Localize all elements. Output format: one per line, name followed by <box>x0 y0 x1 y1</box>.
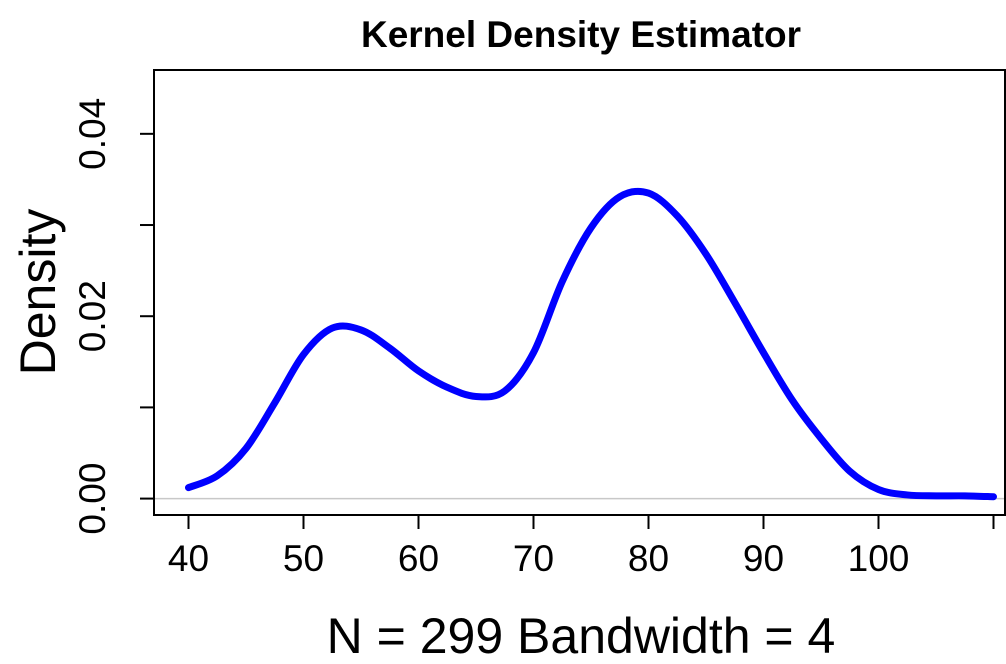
plot-frame <box>153 69 1006 516</box>
y-tick-label: 0.00 <box>72 463 113 535</box>
x-tick-label: 70 <box>513 538 554 579</box>
y-axis: 0.00 0.02 0.04 <box>72 98 154 535</box>
x-tick-label: 60 <box>398 538 439 579</box>
y-axis-label: Density <box>10 209 66 376</box>
x-tick-label: 100 <box>848 538 910 579</box>
x-tick-label: 50 <box>283 538 324 579</box>
x-axis-label: N = 299 Bandwidth = 4 <box>327 608 836 664</box>
y-tick-label: 0.02 <box>72 280 113 352</box>
x-tick-label: 90 <box>743 538 784 579</box>
series-layer <box>185 187 997 501</box>
chart-title: Kernel Density Estimator <box>361 14 801 55</box>
x-tick-label: 40 <box>168 538 209 579</box>
x-tick-label: 80 <box>628 538 669 579</box>
x-axis: 40 50 60 70 80 90 100 <box>168 515 995 579</box>
y-tick-label: 0.04 <box>72 98 113 170</box>
density-curve <box>185 187 997 501</box>
